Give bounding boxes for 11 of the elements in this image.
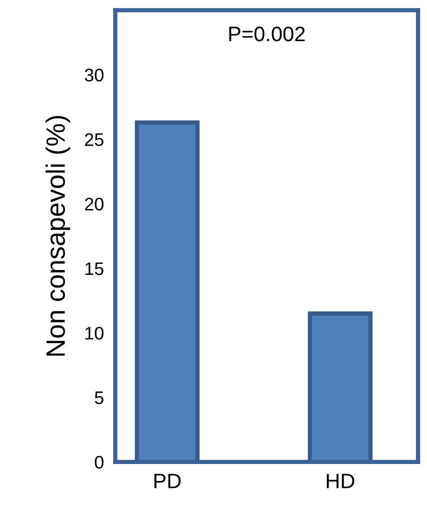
annotation: P=0.002 xyxy=(229,26,305,42)
y-tick-label: 15 xyxy=(85,262,104,276)
y-tick-label: 0 xyxy=(94,456,104,469)
y-tick-label: 25 xyxy=(85,133,104,146)
y-tick-label: 5 xyxy=(94,392,104,404)
y-axis-title: Non consapevoli (%) xyxy=(46,116,70,356)
y-tick-label: 10 xyxy=(85,326,104,340)
y-tick-label: 20 xyxy=(85,198,104,211)
x-tick-label: HD xyxy=(326,474,354,488)
y-tick-label: 30 xyxy=(84,68,104,82)
x-tick-label: PD xyxy=(154,474,181,488)
